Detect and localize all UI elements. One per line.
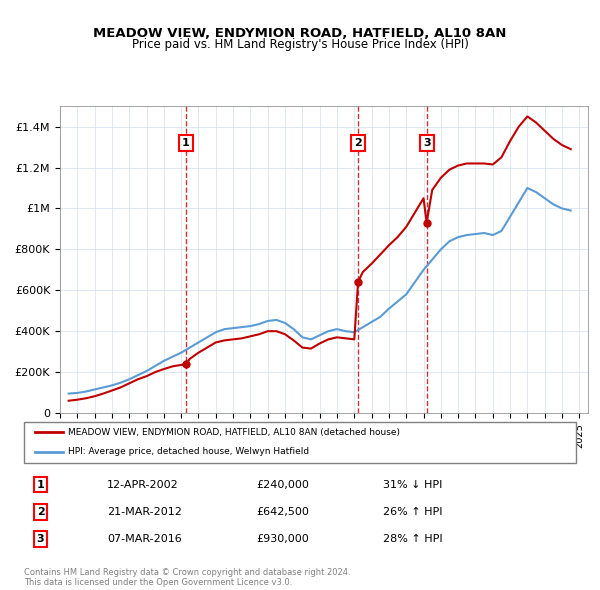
Text: 2: 2: [37, 507, 44, 517]
Text: 26% ↑ HPI: 26% ↑ HPI: [383, 507, 442, 517]
Text: 2: 2: [354, 138, 362, 148]
Text: HPI: Average price, detached house, Welwyn Hatfield: HPI: Average price, detached house, Welw…: [68, 447, 309, 456]
Text: 07-MAR-2016: 07-MAR-2016: [107, 534, 182, 544]
Text: Contains HM Land Registry data © Crown copyright and database right 2024.
This d: Contains HM Land Registry data © Crown c…: [24, 568, 350, 587]
Text: MEADOW VIEW, ENDYMION ROAD, HATFIELD, AL10 8AN (detached house): MEADOW VIEW, ENDYMION ROAD, HATFIELD, AL…: [68, 428, 400, 437]
FancyBboxPatch shape: [24, 422, 576, 463]
Text: 3: 3: [423, 138, 430, 148]
Text: MEADOW VIEW, ENDYMION ROAD, HATFIELD, AL10 8AN: MEADOW VIEW, ENDYMION ROAD, HATFIELD, AL…: [94, 27, 506, 40]
Text: 3: 3: [37, 534, 44, 544]
Text: 28% ↑ HPI: 28% ↑ HPI: [383, 534, 442, 544]
Text: 12-APR-2002: 12-APR-2002: [107, 480, 179, 490]
Text: £642,500: £642,500: [256, 507, 309, 517]
Text: £240,000: £240,000: [256, 480, 309, 490]
Text: 21-MAR-2012: 21-MAR-2012: [107, 507, 182, 517]
Text: £930,000: £930,000: [256, 534, 308, 544]
Text: 1: 1: [182, 138, 190, 148]
Text: 31% ↓ HPI: 31% ↓ HPI: [383, 480, 442, 490]
Text: 1: 1: [37, 480, 44, 490]
Text: Price paid vs. HM Land Registry's House Price Index (HPI): Price paid vs. HM Land Registry's House …: [131, 38, 469, 51]
